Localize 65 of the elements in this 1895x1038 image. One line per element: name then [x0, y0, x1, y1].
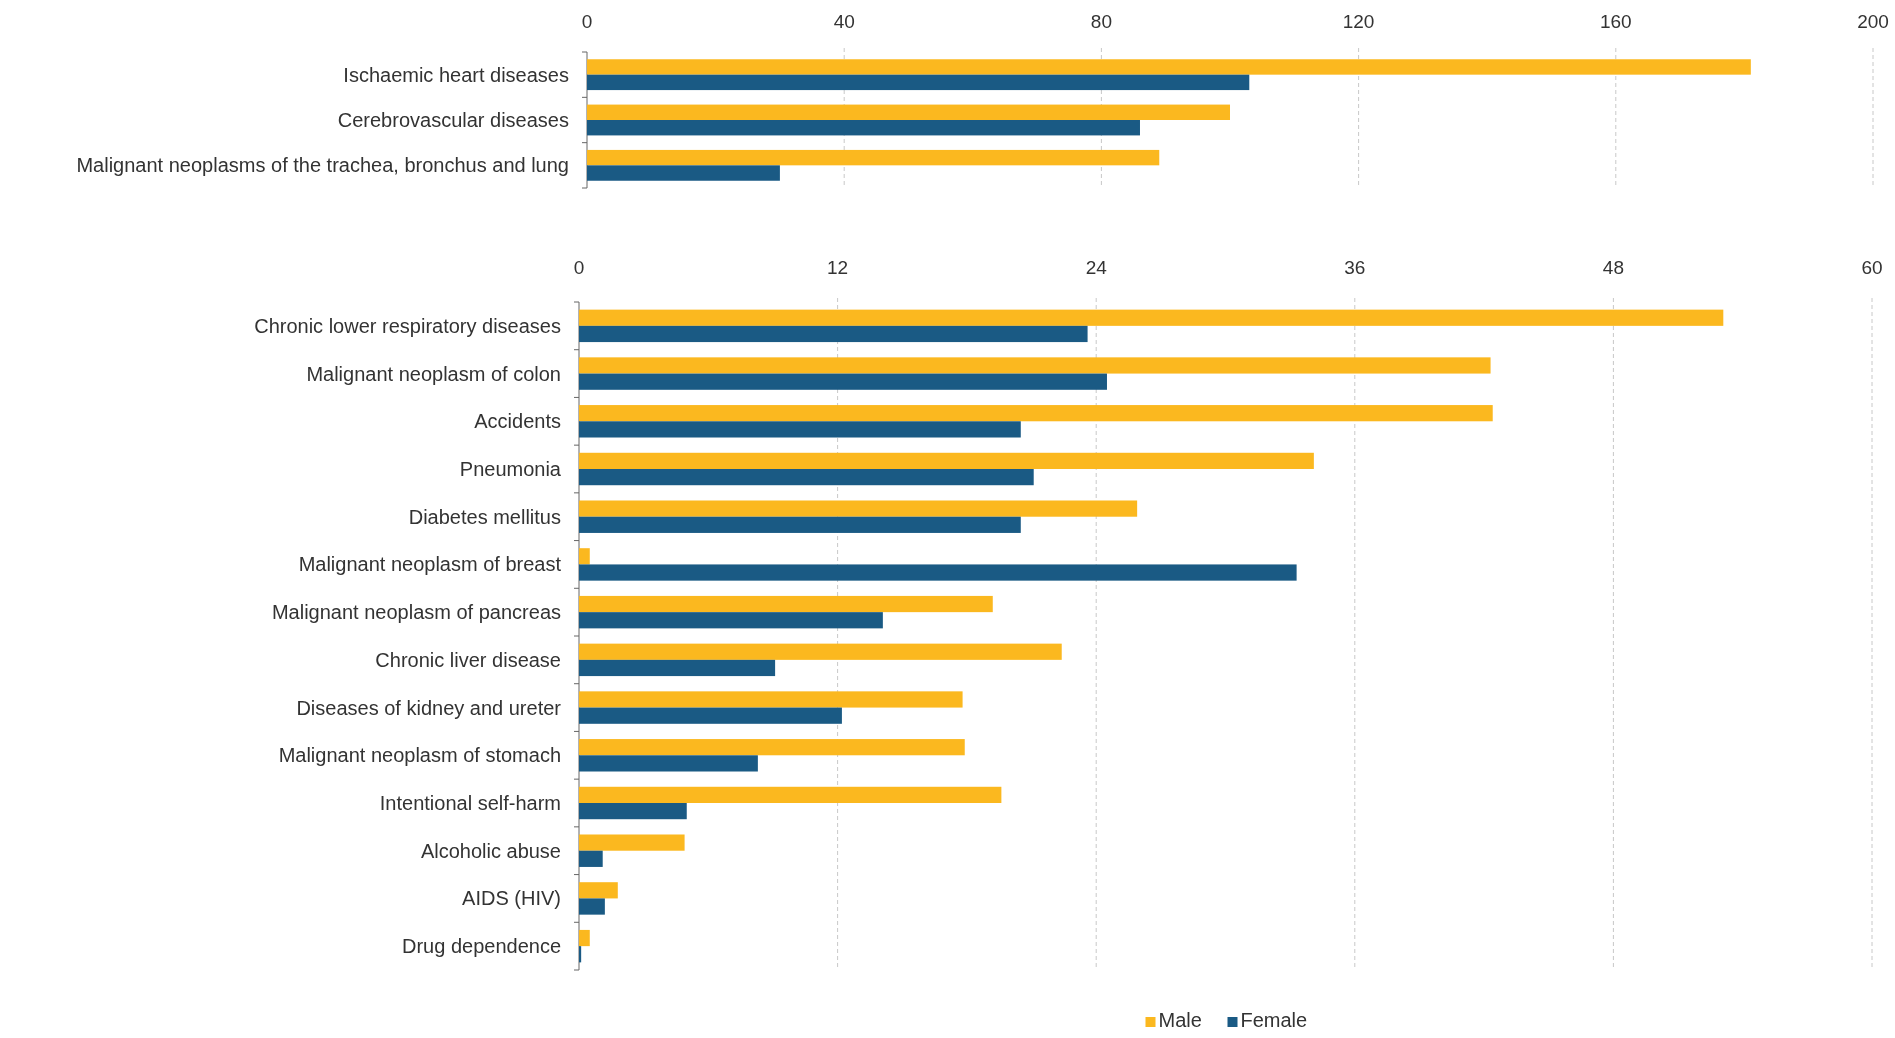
bar	[579, 882, 618, 899]
bar	[579, 643, 1062, 660]
y-tick-label: Chronic liver disease	[375, 648, 561, 671]
y-tick-label: AIDS (HIV)	[462, 887, 561, 910]
bar	[579, 755, 758, 772]
bar	[579, 469, 1034, 486]
x-tick-label: 120	[1342, 11, 1375, 32]
bar	[579, 612, 883, 629]
bar	[587, 59, 1751, 75]
y-tick-label: Malignant neoplasm of breast	[298, 553, 562, 576]
y-tick-label: Chronic lower respiratory diseases	[254, 314, 561, 337]
bar	[579, 405, 1493, 422]
bar	[587, 120, 1140, 136]
x-tick-label: 160	[1599, 11, 1632, 32]
bar	[579, 564, 1297, 581]
bar	[587, 165, 780, 181]
bar	[579, 421, 1021, 438]
x-tick-label: 40	[833, 11, 855, 32]
bar	[579, 357, 1491, 374]
bar	[579, 500, 1138, 517]
y-tick-label: Diseases of kidney and ureter	[296, 696, 562, 719]
bar	[579, 309, 1724, 326]
y-tick-label: Cerebrovascular diseases	[337, 109, 569, 131]
bar	[579, 707, 842, 724]
y-tick-label: Ischaemic heart diseases	[343, 63, 569, 86]
bar	[587, 74, 1250, 91]
y-tick-label: Malignant neoplasm of colon	[306, 362, 561, 385]
y-tick-label: Malignant neoplasm of pancreas	[271, 601, 561, 624]
x-tick-label: 48	[1602, 257, 1624, 278]
y-tick-label: Alcoholic abuse	[420, 839, 561, 862]
y-tick-label: Malignant neoplasms of the trachea, bronchus and lung	[76, 154, 569, 177]
bar	[579, 803, 687, 820]
legend-label: Male	[1158, 1009, 1202, 1031]
bar	[579, 929, 590, 947]
bar	[579, 516, 1021, 533]
bar	[587, 104, 1230, 120]
bar	[579, 373, 1107, 390]
y-tick-label: Drug dependence	[401, 935, 561, 958]
bar	[579, 850, 603, 867]
legend-label: Female	[1240, 1009, 1308, 1031]
x-tick-label: 200	[1857, 11, 1889, 32]
bar	[579, 595, 993, 613]
x-tick-label: 12	[827, 257, 849, 278]
x-tick-label: 60	[1861, 257, 1883, 278]
bar	[579, 325, 1088, 343]
x-tick-label: 80	[1090, 11, 1112, 32]
x-tick-label: 0	[581, 11, 593, 32]
bar	[579, 452, 1314, 469]
bar	[587, 149, 1160, 166]
x-tick-label: 24	[1085, 257, 1108, 278]
bar	[579, 898, 605, 915]
bar	[579, 739, 965, 756]
y-tick-label: Intentional self-harm	[379, 792, 561, 814]
bar	[579, 786, 1002, 803]
bar	[579, 691, 963, 708]
bar	[579, 659, 776, 677]
bar	[579, 548, 590, 565]
bar	[579, 946, 582, 963]
y-tick-label: Diabetes mellitus	[408, 505, 561, 528]
y-tick-label: Accidents	[474, 410, 561, 433]
y-tick-label: Malignant neoplasm of stomach	[278, 744, 561, 767]
bar	[579, 834, 685, 851]
x-tick-label: 36	[1344, 257, 1366, 278]
y-tick-label: Pneumonia	[459, 458, 562, 480]
x-tick-label: 0	[573, 257, 585, 278]
